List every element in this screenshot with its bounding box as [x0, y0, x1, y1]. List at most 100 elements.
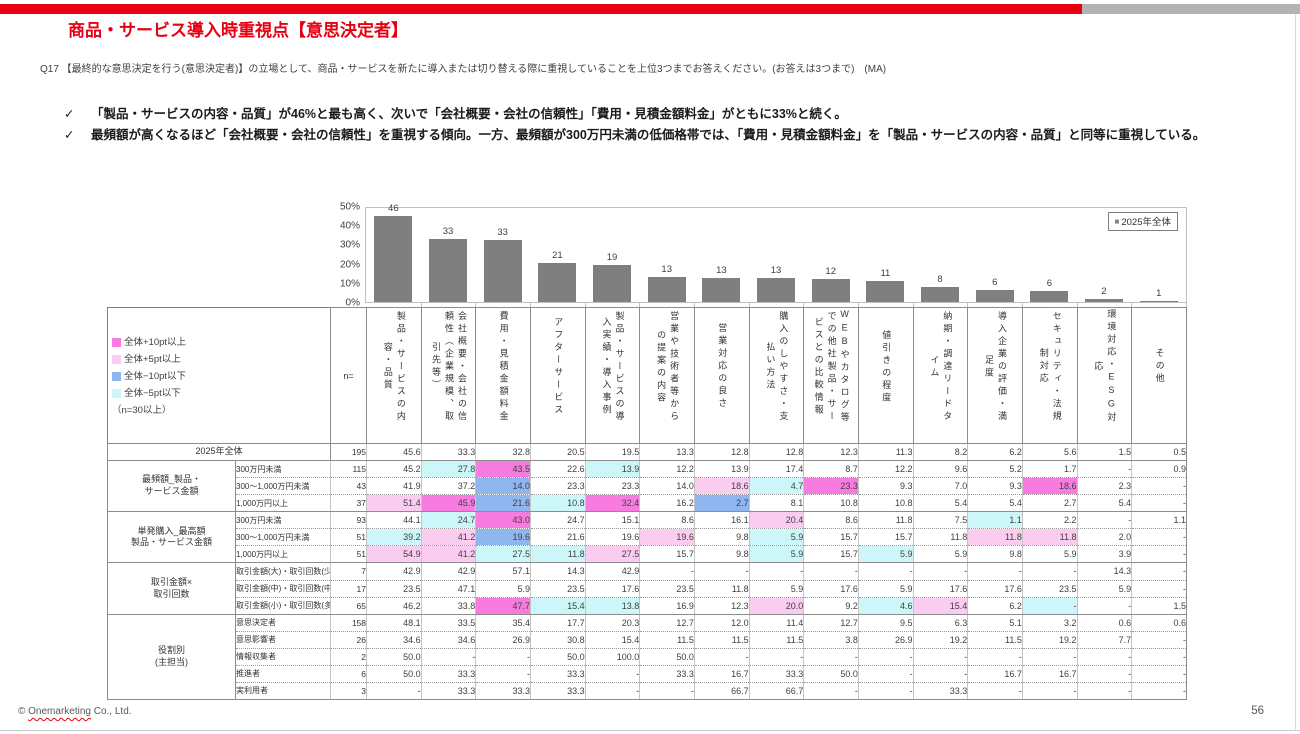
column-header-text: 導入企業の評価・満足度 [984, 310, 1008, 424]
value-cell: 2.7 [693, 494, 750, 513]
value-cell: 10.8 [529, 494, 586, 513]
chart-plot-area: ■ 2025年全体 46 33 33 21 19 13 13 13 12 11 8 6 6 2 1 [365, 203, 1187, 307]
value-cell: 17.6 [803, 579, 859, 598]
column-header-text: 会社概要・会社の信頼性（企業規模、取引先等） [430, 310, 467, 424]
value-cell: 15.1 [584, 511, 641, 530]
n-value: 6 [330, 664, 367, 683]
y-axis-tick: 10% [339, 278, 360, 290]
column-header-text: 値引きの程度 [881, 329, 892, 405]
value-cell: 2.3 [1076, 477, 1133, 496]
bar [1085, 299, 1124, 302]
value-cell: - [475, 664, 531, 683]
value-cell: 37.2 [420, 477, 477, 496]
value-cell: 11.5 [967, 630, 1023, 649]
value-cell: - [1021, 596, 1078, 615]
value-cell: 11.8 [967, 528, 1023, 547]
value-cell: 23.5 [1021, 579, 1078, 598]
bar-value-label: 12 [825, 265, 836, 277]
group-label: 最頻額_製品・ サービス金額 [107, 460, 236, 513]
value-cell: 13.8 [584, 596, 641, 615]
value-cell: 15.7 [803, 545, 859, 564]
value-cell: - [967, 681, 1023, 701]
value-cell: 50.0 [529, 647, 586, 666]
column-header: 営業や技術者等からの提案の内容 [639, 307, 695, 444]
bar [647, 277, 686, 302]
value-cell: 22.6 [529, 460, 586, 479]
summary-bullet: ✓ 「製品・サービスの内容・品質」が46%と最も高く、次いで「会社概要・会社の信… [64, 104, 1254, 125]
top-accent-bar-gray [1082, 4, 1300, 14]
value-cell: 21.6 [529, 528, 586, 547]
value-cell: 16.9 [639, 596, 695, 615]
value-cell: 4.6 [857, 596, 914, 615]
value-cell: - [1076, 596, 1133, 615]
row-label: 意思決定者 [235, 613, 331, 632]
n-value: 158 [330, 613, 367, 632]
value-cell: 16.2 [639, 494, 695, 513]
value-cell: 13.3 [639, 442, 695, 462]
value-cell: 11.8 [693, 579, 750, 598]
value-cell: 8.7 [803, 460, 859, 479]
value-cell: 9.2 [803, 596, 859, 615]
value-cell: 26.9 [475, 630, 531, 649]
value-cell: - [1021, 647, 1078, 666]
highlight-legend-item: 全体+10pt以上 [112, 334, 186, 351]
bar-value-label: 19 [606, 252, 618, 264]
row-label: 推進者 [235, 664, 331, 683]
value-cell: 5.1 [967, 613, 1023, 632]
value-cell: 9.8 [693, 545, 750, 564]
value-cell: 16.1 [693, 511, 750, 530]
n-value: 65 [330, 596, 367, 615]
value-cell: - [584, 681, 641, 701]
n-value: 17 [330, 579, 367, 598]
row-label: 300万円未満 [235, 460, 331, 479]
column-header-text: 納期・調達リードタイム [929, 310, 953, 424]
value-cell: 5.4 [912, 494, 969, 513]
value-cell: 5.6 [1021, 442, 1078, 462]
value-cell: - [639, 681, 695, 701]
row-label: 取引金額(中)・取引回数(中) [235, 579, 331, 598]
bar [921, 286, 960, 302]
highlight-legend-item: 全体+5pt以上 [112, 351, 186, 368]
value-cell: - [748, 647, 805, 666]
value-cell: 14.0 [475, 477, 531, 496]
value-cell: 19.2 [1021, 630, 1078, 649]
value-cell: - [1131, 630, 1187, 649]
value-cell: 23.5 [639, 579, 695, 598]
value-cell: 33.3 [529, 681, 586, 701]
value-cell: 33.3 [420, 442, 477, 462]
bar-value-label: 11 [880, 267, 891, 279]
right-divider [1295, 14, 1296, 730]
value-cell: 2.7 [1021, 494, 1078, 513]
value-cell: 20.0 [748, 596, 805, 615]
value-cell: 5.4 [1076, 494, 1133, 513]
value-cell: - [857, 562, 914, 581]
bar-slot: 6 [1022, 208, 1078, 307]
column-header: 費用・見積金額料金 [475, 307, 531, 444]
value-cell: 45.9 [420, 494, 477, 513]
value-cell: 66.7 [748, 681, 805, 701]
bar [702, 277, 741, 302]
bar [593, 265, 632, 302]
value-cell: 0.9 [1131, 460, 1187, 479]
bar [429, 239, 467, 302]
bottom-divider [0, 730, 1300, 731]
check-icon: ✓ [64, 107, 75, 121]
column-header: 営業対応の良さ [693, 307, 750, 444]
value-cell: - [1076, 681, 1133, 701]
value-cell: 33.3 [529, 664, 586, 683]
value-cell: 1.1 [967, 511, 1023, 530]
column-header: アフターサービス [529, 307, 586, 444]
column-header: セキュリティ・法規制対応 [1021, 307, 1078, 444]
value-cell: - [1076, 511, 1133, 530]
value-cell: 8.6 [639, 511, 695, 530]
value-cell: - [803, 562, 859, 581]
legend-note: （n=30以上） [112, 405, 172, 416]
value-cell: 8.6 [803, 511, 859, 530]
value-cell: 8.2 [912, 442, 969, 462]
value-cell: 10.8 [857, 494, 914, 513]
bar [1030, 291, 1069, 302]
row-label: 300〜1,000万円未満 [235, 477, 331, 496]
value-cell: 3.9 [1076, 545, 1133, 564]
value-cell: - [912, 647, 969, 666]
